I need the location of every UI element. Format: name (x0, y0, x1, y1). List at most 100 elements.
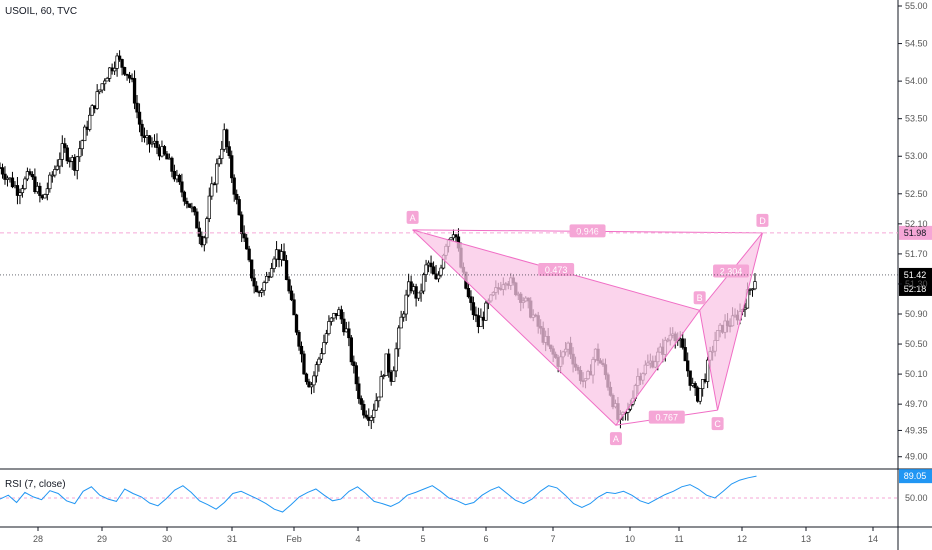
candle-body (38, 185, 42, 196)
candle-body (217, 158, 221, 165)
candle-body (252, 277, 256, 287)
candle-body (304, 373, 309, 383)
candle-body (284, 260, 289, 280)
candle-body (230, 155, 234, 179)
candle-body (197, 227, 201, 237)
candle-body (247, 248, 251, 261)
pattern-ratio-box (538, 263, 575, 277)
candle-body (339, 309, 344, 320)
candle-body (686, 360, 690, 372)
price-tick-label: 52.50 (905, 189, 928, 199)
candle-body (55, 165, 59, 170)
pattern-xab-triangle[interactable] (412, 229, 701, 426)
candle-body (245, 237, 249, 250)
rsi-last-value-badge (899, 469, 932, 484)
candle-body (65, 147, 69, 162)
price-tick-label: 51.70 (905, 249, 928, 259)
rsi-tick-label: 50.00 (905, 493, 928, 503)
candle-body (289, 290, 294, 301)
candle-body (474, 314, 478, 317)
candle-body (220, 148, 224, 159)
candle-body (135, 102, 139, 113)
pattern-point-label: A (613, 434, 619, 444)
candle-body (392, 370, 396, 382)
candle-body (100, 83, 104, 91)
candle-body (449, 237, 453, 241)
time-tick-label: Feb (286, 534, 302, 544)
candle-body (78, 148, 82, 158)
candle-body (117, 55, 122, 60)
price-tick-label: 50.50 (905, 339, 928, 349)
time-axis[interactable]: 28 29 30 31 Feb 4 5 6 7 10 11 12 13 14 (33, 527, 878, 544)
pattern-point-label: B (697, 293, 703, 303)
candle-body (225, 129, 229, 147)
candle-body (162, 146, 167, 155)
candle-body (242, 233, 246, 239)
candle-body (182, 191, 187, 202)
candle-body (322, 342, 326, 354)
time-tick-label: 12 (737, 534, 747, 544)
candle-body (382, 375, 386, 377)
candle-body (102, 80, 107, 85)
candle-body (287, 279, 291, 292)
candle-body (272, 258, 276, 269)
rsi-pane[interactable]: 50.00 89.05 (0, 469, 932, 513)
candle-body (43, 194, 47, 199)
candle-body (262, 282, 266, 291)
candle-body (107, 67, 112, 79)
candle-body (132, 78, 137, 104)
time-tick-label: 6 (483, 534, 488, 544)
candle-body (120, 59, 124, 68)
harmonic-pattern[interactable]: A A B C D 0.946 0.473 0.767 2.304 (406, 210, 769, 446)
candle-body (314, 364, 319, 377)
pattern-point-box (756, 213, 769, 227)
time-tick-label: 29 (97, 534, 107, 544)
price-tick-label: 49.70 (905, 399, 928, 409)
pattern-point-label: A (410, 213, 416, 223)
candle-body (369, 417, 373, 421)
candle-body (362, 404, 366, 416)
price-axis[interactable]: 49.00 49.35 49.70 50.10 50.50 50.90 51.30 51.70… (898, 1, 928, 462)
pattern-bcd-triangle[interactable] (699, 232, 763, 411)
candle-body (324, 333, 329, 343)
price-tick-label: 54.50 (905, 39, 928, 49)
candle-body (399, 316, 403, 329)
candle-body (319, 353, 324, 360)
candle-body (48, 174, 52, 190)
candle-body (202, 237, 206, 246)
candle-body (207, 195, 211, 219)
candle-body (28, 171, 32, 175)
candle-body (3, 173, 7, 180)
candle-body (294, 314, 299, 333)
candle-body (140, 123, 144, 137)
candle-body (419, 290, 423, 294)
candle-body (33, 176, 37, 193)
time-tick-label: 4 (355, 534, 360, 544)
candle-body (429, 262, 433, 268)
candle-body (53, 169, 57, 176)
price-tick-label: 53.00 (905, 151, 928, 161)
candle-body (705, 359, 710, 382)
candle-body (421, 274, 426, 292)
symbol-label: USOIL, 60, TVC (5, 6, 78, 17)
countdown-label: 52:18 (904, 284, 927, 294)
candle-body (10, 177, 15, 188)
candle-body (180, 181, 184, 193)
rsi-series-line[interactable] (0, 475, 757, 513)
candle-body (170, 157, 174, 172)
candle-body (753, 281, 757, 290)
candle-body (232, 177, 236, 195)
candle-body (307, 381, 311, 388)
candle-body (352, 361, 356, 367)
candle-body (750, 288, 755, 291)
candle-body (424, 264, 428, 275)
candle-body (397, 327, 401, 350)
candle-body (185, 200, 189, 205)
price-tick-label: 53.50 (905, 114, 928, 124)
candle-body (165, 153, 169, 160)
candle-body (471, 302, 476, 316)
candle-body (282, 251, 286, 261)
pattern-point-label: D (759, 216, 766, 226)
